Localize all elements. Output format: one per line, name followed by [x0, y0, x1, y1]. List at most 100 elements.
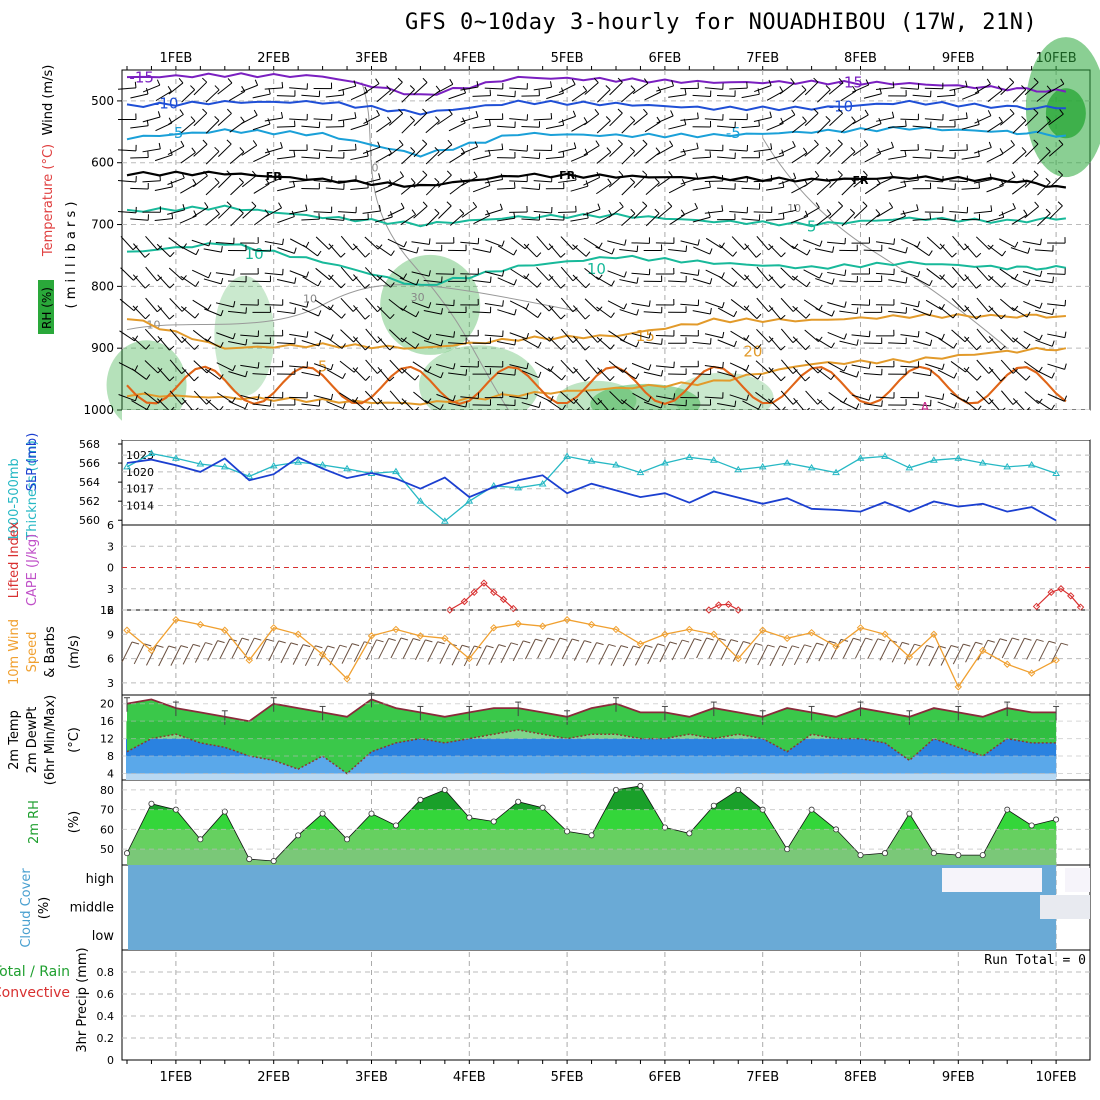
lifted-index-point — [1047, 588, 1055, 596]
wind-barb — [338, 112, 357, 122]
wind-barb — [631, 332, 652, 339]
wind-barb — [144, 391, 163, 404]
wind-barb — [400, 337, 420, 349]
wind-barb — [692, 368, 712, 376]
wind-barb — [976, 267, 994, 282]
wind-barb — [472, 119, 491, 129]
surface-wind-barb — [610, 645, 629, 666]
wind-barb — [729, 176, 749, 183]
wind-barb — [313, 393, 334, 401]
rh-point — [686, 830, 693, 837]
precip-tick-label: 0 — [107, 1054, 114, 1067]
wind-barb — [325, 120, 345, 128]
top-day-label: 9FEB — [942, 51, 975, 66]
thickness-point — [514, 483, 523, 491]
wind-barb — [951, 298, 970, 312]
wind-barb — [276, 337, 296, 345]
wind-barb — [362, 204, 381, 214]
wind-barb — [756, 266, 774, 282]
wind-barb — [241, 170, 257, 188]
cloud-level-label: high — [86, 872, 114, 887]
wind-barb — [460, 81, 479, 91]
surface-wind-barb — [317, 645, 335, 667]
thickness-point — [440, 517, 449, 524]
wind-barb — [510, 237, 530, 250]
surface-wind-barb — [512, 640, 531, 662]
wind-barb — [496, 369, 516, 376]
wind-barb — [533, 175, 553, 183]
wind-barb — [804, 77, 819, 96]
wind-barb — [533, 206, 553, 214]
wind-barb — [301, 400, 321, 407]
lifted-index-point — [734, 606, 742, 614]
wind-barb — [680, 112, 699, 121]
wind-barb — [535, 329, 554, 342]
wind-barb — [1000, 359, 1018, 374]
wind-barb — [412, 331, 432, 341]
surface-wind-barb — [720, 639, 739, 660]
wind-barb — [461, 201, 478, 218]
lifted-index-point — [705, 606, 713, 614]
wind-barb — [924, 206, 944, 213]
wind-barb — [669, 209, 686, 225]
wind-speed-axis-label: Speed — [25, 632, 40, 673]
wind-barb — [680, 391, 699, 399]
thickness-tick-label: 562 — [79, 495, 100, 508]
wind-barb — [167, 204, 186, 215]
wind-barb — [779, 78, 795, 95]
wind-barb — [976, 297, 994, 313]
wind-speed-point — [930, 630, 938, 638]
wind-barb — [352, 367, 371, 381]
wind-barb — [522, 306, 542, 318]
lifted-index-point — [714, 601, 723, 609]
wind-barb — [264, 238, 284, 246]
wind-speed-point — [221, 626, 229, 634]
temp-tick-label: 20 — [100, 698, 114, 711]
wind-barb — [204, 308, 224, 317]
wind-barb — [839, 400, 860, 410]
wind-barb — [853, 201, 868, 219]
wind-barb — [1034, 245, 1054, 252]
wind-barb — [168, 78, 184, 95]
wind-barb — [852, 109, 869, 125]
wind-barb — [780, 267, 799, 281]
surface-wind-barb — [158, 645, 176, 667]
wind-barb — [423, 340, 444, 347]
wind-barb — [154, 180, 173, 192]
wind-barb — [924, 175, 944, 183]
wind-barb — [130, 151, 149, 159]
wind-barb — [276, 368, 296, 375]
wind-barb — [875, 360, 895, 368]
surface-wind-barb — [292, 644, 311, 665]
wind-barb — [228, 244, 247, 252]
wind-barb — [963, 399, 982, 412]
wind-barb — [218, 139, 232, 158]
wind-barb — [888, 210, 906, 224]
wind-barb — [401, 116, 415, 134]
temperature-contour-FR — [126, 170, 1067, 189]
wind-barb — [203, 246, 223, 253]
wind-barb — [485, 203, 503, 216]
wind-barb — [768, 274, 786, 289]
wind-barb — [631, 300, 651, 307]
wind-barb — [655, 268, 675, 275]
wind-barb — [1047, 363, 1067, 370]
surface-wind-barb — [378, 638, 396, 659]
wind-barb — [1024, 77, 1039, 96]
wind-barb — [460, 237, 480, 245]
wind-barb — [976, 328, 994, 344]
rh-band — [127, 829, 1057, 850]
wind-barb — [704, 175, 724, 183]
wind-barb — [643, 275, 663, 283]
wind-barb — [755, 391, 774, 404]
rh-tick-label: 50 — [100, 843, 114, 856]
wind-barb — [117, 81, 137, 90]
wind-barb — [1010, 247, 1031, 254]
wind-barb — [350, 213, 369, 221]
wind-barb — [350, 118, 369, 131]
thickness-point — [1027, 460, 1036, 468]
wind-barb — [925, 363, 945, 370]
pressure-tick-label: 900 — [91, 341, 114, 355]
wind-barb — [668, 306, 687, 313]
